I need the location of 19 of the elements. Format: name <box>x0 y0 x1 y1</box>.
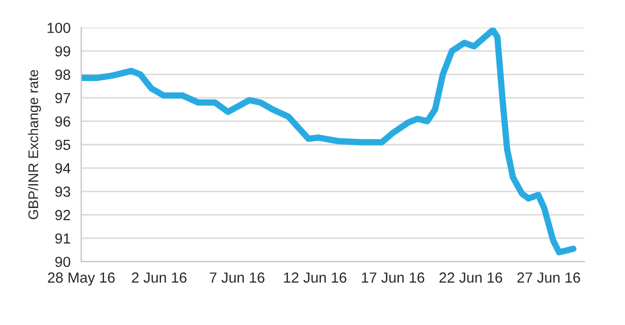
y-tick-label: 91 <box>55 233 70 244</box>
y-tick-label: 95 <box>55 140 70 150</box>
y-tick-label: 90 <box>55 256 70 268</box>
x-tick-label: 2 Jun 16 <box>132 272 186 283</box>
x-tick-label: 17 Jun 16 <box>362 272 424 283</box>
y-axis-title: GBP/INR Exchange rate <box>28 70 41 220</box>
y-tick-label: 96 <box>55 116 70 127</box>
x-tick-label: 7 Jun 16 <box>210 272 264 283</box>
y-tick-label: 92 <box>55 210 70 220</box>
x-tick-label: 12 Jun 16 <box>284 272 346 283</box>
y-tick-label: 94 <box>55 163 70 174</box>
x-tick-label: 28 May 16 <box>48 272 115 286</box>
y-tick-label: 97 <box>55 92 70 104</box>
x-tick-label: 22 Jun 16 <box>439 272 502 283</box>
x-tick-label: 27 Jun 16 <box>517 272 580 283</box>
y-tick-label: 99 <box>55 46 70 56</box>
y-tick-label: 93 <box>55 186 70 197</box>
y-tick-label: 100 <box>48 22 70 34</box>
y-tick-label: 98 <box>55 70 70 80</box>
